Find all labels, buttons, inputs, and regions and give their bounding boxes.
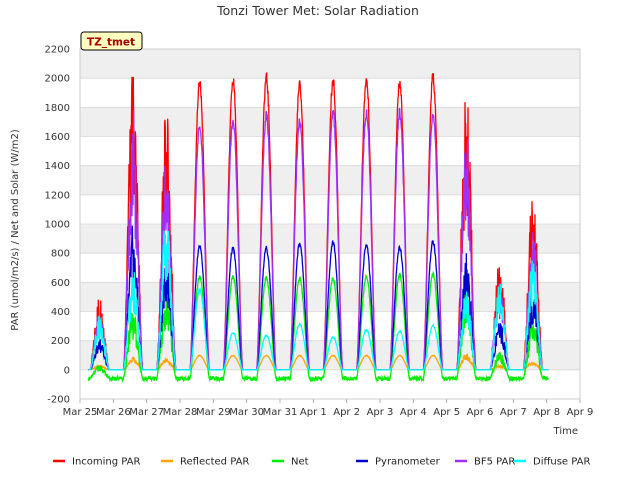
y-tick-label: 1200 (45, 190, 70, 201)
x-tick-label: Apr 1 (300, 407, 327, 418)
x-tick-label: Mar 25 (63, 407, 98, 418)
x-tick-label: Apr 8 (533, 407, 560, 418)
site-badge: TZ_tmet (80, 31, 143, 51)
x-tick-label: Mar 30 (229, 407, 264, 418)
y-tick-label: 1800 (45, 103, 70, 114)
legend-label: Pyranometer (375, 457, 441, 468)
legend: Incoming PAR Reflected PAR Net Pyranometer B… (53, 457, 590, 468)
background-band (80, 224, 580, 254)
y-tick-label: 2200 (45, 45, 70, 56)
x-tick-label: Mar 27 (129, 407, 164, 418)
y-tick-label: 1600 (45, 132, 70, 143)
legend-label: Net (291, 457, 309, 468)
y-tick-label: 200 (51, 336, 70, 347)
legend-label: BF5 PAR (474, 457, 515, 468)
chart-title: Tonzi Tower Met: Solar Radiation (216, 3, 419, 18)
legend-label: Incoming PAR (72, 457, 141, 468)
x-tick-label: Apr 5 (433, 407, 460, 418)
y-tick-label: 600 (51, 278, 70, 289)
x-tick-label: Apr 7 (500, 407, 527, 418)
series-group (87, 71, 549, 384)
x-tick-label: Mar 26 (96, 407, 131, 418)
x-tick-label: Apr 3 (367, 407, 394, 418)
y-axis-label: PAR (umol/m2/s) / Net and Solar (W/m2) (10, 129, 21, 331)
y-tick-label: 400 (51, 307, 70, 318)
y-tick-label: 1400 (45, 161, 70, 172)
background-band (80, 49, 580, 79)
y-tick-label: 2000 (45, 74, 70, 85)
legend-label: Diffuse PAR (533, 457, 590, 468)
x-tick-label: Apr 9 (567, 407, 594, 418)
y-tick-label: -200 (47, 395, 70, 406)
x-tick-label: Mar 31 (263, 407, 298, 418)
y-tick-label: 1000 (45, 220, 70, 231)
x-axis-label: Time (553, 426, 578, 437)
site-badge-text: TZ_tmet (87, 37, 135, 49)
y-tick-label: 0 (64, 365, 70, 376)
plot-frame (79, 48, 581, 400)
series-line-net (87, 270, 549, 384)
y-tick-label: 800 (51, 249, 70, 260)
y-tick-labels: -200 0 200 400 600 800 1000 1200 1400 1600 1800 200… (45, 45, 70, 406)
series-line-diffuse-par (88, 230, 549, 371)
legend-label: Reflected PAR (180, 457, 249, 468)
x-tick-label: Apr 6 (467, 407, 494, 418)
x-tick-label: Apr 2 (333, 407, 360, 418)
x-tick-label: Mar 29 (196, 407, 231, 418)
x-tick-label: Mar 28 (163, 407, 198, 418)
x-tick-label: Apr 4 (400, 407, 427, 418)
